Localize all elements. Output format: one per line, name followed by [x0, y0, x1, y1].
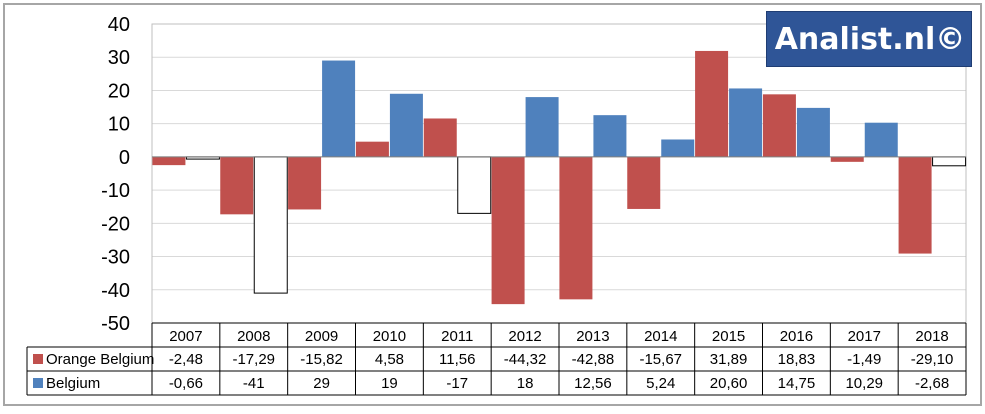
x-tick-label: 2013 [576, 328, 609, 345]
bar-belgium-2012 [525, 97, 559, 157]
bar-orange-belgium-2009 [288, 156, 322, 210]
y-tick-label: 20 [108, 80, 130, 102]
x-tick-label: 2010 [373, 328, 406, 345]
data-label: -2,48 [169, 351, 203, 368]
x-tick-label: 2008 [237, 328, 270, 345]
legend-swatch-orange-belgium [33, 354, 43, 364]
data-label: -29,10 [911, 351, 954, 368]
x-tick-label: 2015 [712, 328, 745, 345]
data-label: 18 [517, 375, 534, 392]
data-label: 19 [381, 375, 398, 392]
y-tick-label: 10 [108, 114, 130, 136]
data-label: -42,88 [572, 351, 615, 368]
legend-label: Orange Belgium [46, 351, 154, 368]
bar-belgium-2013 [593, 115, 627, 157]
x-tick-label: 2014 [644, 328, 677, 345]
bar-orange-belgium-2007 [152, 156, 186, 166]
bar-belgium-2011 [457, 156, 492, 214]
data-label: 14,75 [778, 375, 816, 392]
data-label: -41 [243, 375, 265, 392]
x-tick-label: 2007 [169, 328, 202, 345]
data-label: -15,67 [639, 351, 682, 368]
data-label: -2,68 [915, 375, 949, 392]
x-tick-label: 2017 [848, 328, 881, 345]
y-tick-label: 0 [119, 147, 130, 169]
data-label: -44,32 [504, 351, 547, 368]
y-tick-label: -10 [101, 180, 130, 202]
bar-orange-belgium-2015 [695, 50, 729, 157]
y-tick-label: -30 [101, 247, 130, 269]
data-label: 11,56 [439, 351, 475, 368]
y-tick-label: 40 [108, 14, 130, 36]
bar-orange-belgium-2017 [830, 156, 864, 162]
bar-orange-belgium-2016 [762, 94, 796, 157]
analist-logo: Analist.nl© [766, 11, 972, 67]
bar-belgium-2010 [389, 93, 423, 157]
bar-orange-belgium-2012 [491, 156, 525, 305]
data-label: 5,24 [646, 375, 675, 392]
data-label: -17,29 [232, 351, 275, 368]
bar-belgium-2016 [796, 107, 830, 157]
x-tick-label: 2016 [780, 328, 813, 345]
bar-belgium-2008 [253, 156, 288, 294]
bar-belgium-2017 [864, 122, 898, 157]
y-tick-label: -40 [101, 280, 130, 302]
y-tick-label: -20 [101, 213, 130, 235]
data-label: 29 [313, 375, 330, 392]
data-label: 10,29 [845, 375, 883, 392]
bar-orange-belgium-2008 [220, 156, 254, 215]
bar-orange-belgium-2011 [423, 118, 457, 157]
data-label: -17 [446, 375, 468, 392]
bar-belgium-2018 [932, 156, 967, 167]
data-label: -1,49 [847, 351, 881, 368]
data-label: 12,56 [574, 375, 612, 392]
y-tick-label: 30 [108, 47, 130, 69]
data-label: -15,82 [300, 351, 343, 368]
data-label: -0,66 [169, 375, 203, 392]
bar-orange-belgium-2013 [559, 156, 593, 300]
logo-text: Analist.nl© [774, 22, 966, 57]
bar-orange-belgium-2010 [355, 141, 389, 157]
legend-label: Belgium [46, 375, 100, 392]
x-tick-label: 2012 [508, 328, 541, 345]
bar-orange-belgium-2014 [627, 156, 661, 209]
bar-belgium-2015 [729, 88, 763, 157]
data-label: 4,58 [375, 351, 404, 368]
bar-orange-belgium-2018 [898, 156, 932, 254]
y-tick-label: -50 [101, 313, 130, 335]
bar-belgium-2014 [661, 139, 695, 157]
x-tick-label: 2018 [915, 328, 948, 345]
data-label: 20,60 [710, 375, 748, 392]
legend-swatch-belgium [33, 378, 43, 388]
x-tick-label: 2009 [305, 328, 338, 345]
x-tick-label: 2011 [441, 328, 473, 345]
data-label: 31,89 [710, 351, 748, 368]
data-label: 18,83 [778, 351, 816, 368]
bar-belgium-2009 [322, 60, 356, 157]
